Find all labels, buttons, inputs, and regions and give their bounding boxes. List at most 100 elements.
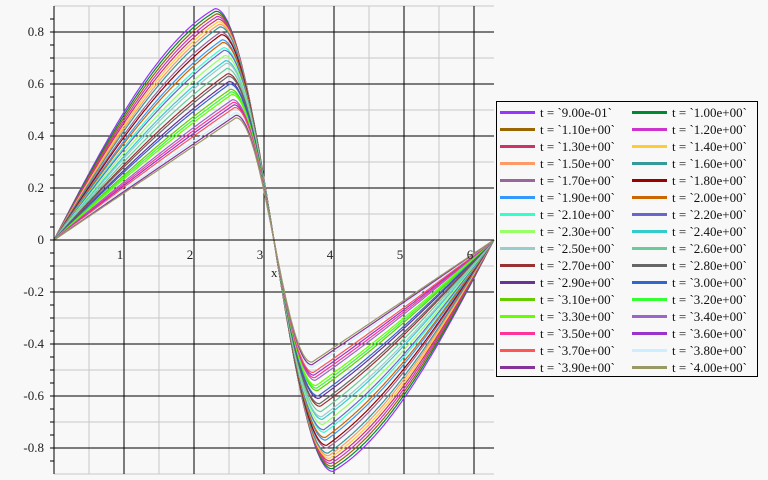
legend-entry: t = `3.50e+00` [500,325,615,342]
legend-label: t = `3.20e+00` [672,291,747,307]
legend-entry: t = `1.70e+00` [500,172,615,189]
legend-swatch [500,145,535,148]
x-tick-label: 6 [467,247,474,262]
y-tick-label: 0 [38,232,45,247]
legend-swatch [632,196,667,199]
legend-swatch [500,298,535,301]
y-tick-label: -0.6 [23,388,44,403]
legend-swatch [632,349,667,352]
legend-label: t = `3.00e+00` [672,274,747,290]
legend-label: t = `1.90e+00` [540,189,615,205]
legend-label: t = `2.30e+00` [540,223,615,239]
legend-entry: t = `2.30e+00` [500,223,615,240]
legend-label: t = `2.50e+00` [540,240,615,256]
legend-swatch [500,179,535,182]
legend-entry: t = `1.20e+00` [632,121,747,138]
legend-entry: t = `1.30e+00` [500,138,615,155]
legend-entry: t = `2.20e+00` [632,206,747,223]
legend-swatch [500,315,535,318]
y-tick-label: -0.2 [23,284,44,299]
legend-entry: t = `3.10e+00` [500,291,615,308]
legend-label: t = `1.60e+00` [672,155,747,171]
legend-entry: t = `3.90e+00` [500,359,615,376]
legend-entry: t = `2.70e+00` [500,257,615,274]
legend-label: t = `3.80e+00` [672,342,747,358]
legend-swatch [632,111,667,114]
legend-entry: t = `3.60e+00` [632,325,747,342]
legend-swatch [500,111,535,114]
legend-swatch [500,213,535,216]
legend-entry: t = `1.80e+00` [632,172,747,189]
legend-label: t = `3.90e+00` [540,359,615,375]
legend-label: t = `2.00e+00` [672,189,747,205]
legend-swatch [632,162,667,165]
legend-label: t = `1.80e+00` [672,172,747,188]
legend-swatch [500,247,535,250]
legend-entry: t = `2.90e+00` [500,274,615,291]
legend-swatch [632,315,667,318]
legend-label: t = `3.70e+00` [540,342,615,358]
legend-entry: t = `2.40e+00` [632,223,747,240]
legend-swatch [500,230,535,233]
legend-entry: t = `3.30e+00` [500,308,615,325]
legend-entry: t = `2.80e+00` [632,257,747,274]
legend-label: t = `2.90e+00` [540,274,615,290]
legend-swatch [632,213,667,216]
legend-swatch [632,281,667,284]
legend-label: t = `3.30e+00` [540,308,615,324]
legend-label: t = `2.70e+00` [540,257,615,273]
legend-label: t = `1.50e+00` [540,155,615,171]
legend-label: t = `2.20e+00` [672,206,747,222]
legend-entry: t = `3.80e+00` [632,342,747,359]
legend-entry: t = `4.00e+00` [632,359,747,376]
legend-label: t = `1.00e+00` [672,104,747,120]
legend-label: t = `3.40e+00` [672,308,747,324]
legend-label: t = `9.00e-01` [540,104,612,120]
legend-entry: t = `2.00e+00` [632,189,747,206]
legend-swatch [500,264,535,267]
legend-entry: t = `2.10e+00` [500,206,615,223]
legend-label: t = `2.40e+00` [672,223,747,239]
legend-entry: t = `2.50e+00` [500,240,615,257]
legend-label: t = `1.30e+00` [540,138,615,154]
legend-entry: t = `1.40e+00` [632,138,747,155]
legend-entry: t = `9.00e-01` [500,104,612,121]
x-tick-label: 4 [327,247,334,262]
legend-label: t = `3.60e+00` [672,325,747,341]
legend-swatch [632,298,667,301]
y-tick-label: -0.4 [23,336,44,351]
legend-label: t = `2.10e+00` [540,206,615,222]
legend-entry: t = `1.10e+00` [500,121,615,138]
y-tick-label: -0.8 [23,440,44,455]
legend-entry: t = `2.60e+00` [632,240,747,257]
legend-swatch [632,128,667,131]
legend-swatch [632,366,667,369]
y-tick-label: 0.6 [28,76,45,91]
x-tick-label: 1 [117,247,124,262]
legend-entry: t = `1.90e+00` [500,189,615,206]
legend-swatch [632,230,667,233]
legend-swatch [632,332,667,335]
legend-label: t = `1.10e+00` [540,121,615,137]
legend-label: t = `1.20e+00` [672,121,747,137]
legend-entry: t = `1.60e+00` [632,155,747,172]
legend-entry: t = `3.00e+00` [632,274,747,291]
x-tick-label: 3 [257,247,264,262]
legend-swatch [500,128,535,131]
axes: 1 2 3 4 5 6 0.8 0.6 0.4 0.2 0 -0.2 -0.4 -0.6 -0.8 [23,6,494,474]
legend-swatch [632,264,667,267]
legend-label: t = `2.80e+00` [672,257,747,273]
legend-entry: t = `1.00e+00` [632,104,747,121]
legend-swatch [500,349,535,352]
legend-swatch [632,247,667,250]
legend-label: t = `2.60e+00` [672,240,747,256]
legend-entry: t = `3.20e+00` [632,291,747,308]
legend-swatch [632,145,667,148]
x-tick-label: 2 [187,247,194,262]
legend-label: t = `1.40e+00` [672,138,747,154]
legend-entry: t = `1.50e+00` [500,155,615,172]
legend-swatch [500,366,535,369]
legend-swatch [500,196,535,199]
y-tick-label: 0.4 [28,128,45,143]
